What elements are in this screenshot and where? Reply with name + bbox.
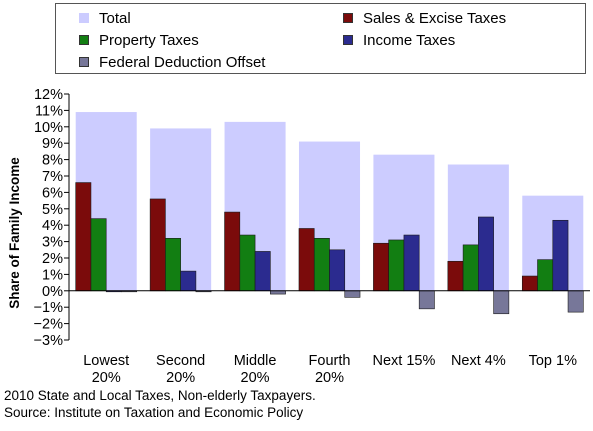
- x-tick-label-fourth-20: Fourth 20%: [309, 353, 351, 386]
- axes-layer: [64, 93, 590, 341]
- bar-sales-excise-taxes-fourth-20: [298, 228, 315, 292]
- y-tick-label-8: 8%: [42, 153, 63, 169]
- legend-swatch-federal-offset: [79, 57, 89, 67]
- x-tick-label-next-4: Next 4%: [451, 353, 506, 369]
- y-tick-label--2: −2%: [34, 317, 64, 333]
- bar-income-taxes-next-4: [478, 216, 494, 292]
- legend-item-income: Income Taxes: [343, 31, 455, 49]
- y-axis-label: Share of Family Income: [7, 157, 22, 309]
- y-tick-label-2: 2%: [42, 251, 63, 267]
- bar-income-taxes-middle-20: [254, 251, 271, 292]
- bar-property-taxes-top-1: [537, 259, 554, 292]
- bar-sales-excise-taxes-top-1: [521, 275, 538, 292]
- footnote-line-2: Source: Institute on Taxation and Econom…: [4, 405, 304, 420]
- bar-federal-deduction-offset-top-1: [567, 290, 584, 313]
- legend-item-sales-excise: Sales & Excise Taxes: [343, 9, 506, 27]
- bar-income-taxes-top-1: [552, 219, 569, 292]
- footnote-line-1: 2010 State and Local Taxes, Non-elderly …: [4, 388, 316, 403]
- bar-sales-excise-taxes-next-4: [447, 260, 464, 292]
- y-tick-label-11: 11%: [35, 103, 63, 119]
- bar-sales-excise-taxes-second-20: [149, 198, 166, 292]
- legend-swatch-property: [79, 35, 89, 45]
- bar-federal-deduction-offset-next-15: [418, 290, 435, 310]
- bar-sales-excise-taxes-middle-20: [224, 211, 241, 292]
- legend-label-federal-offset: Federal Deduction Offset: [99, 53, 266, 71]
- y-tick-label--3: −3%: [34, 333, 64, 349]
- bar-federal-deduction-offset-next-4: [493, 290, 510, 315]
- y-tick-label-6: 6%: [42, 185, 63, 201]
- legend-item-total: Total: [79, 9, 131, 27]
- y-tick-label-12: 12%: [34, 87, 63, 103]
- y-tick-label-0: 0%: [42, 284, 63, 300]
- legend-item-property: Property Taxes: [79, 31, 199, 49]
- labels-layer: Lowest 20% Second 20% Middle 20% Fourth 20% Next…: [34, 87, 578, 386]
- legend-swatch-sales-excise: [343, 13, 353, 23]
- bar-property-taxes-middle-20: [239, 234, 256, 292]
- legend-swatch-income: [343, 35, 353, 45]
- bar-federal-deduction-offset-fourth-20: [344, 290, 361, 298]
- y-tick-label-1: 1%: [42, 267, 63, 283]
- x-tick-label-middle-20: Middle 20%: [234, 353, 277, 386]
- y-tick-label-4: 4%: [42, 218, 63, 234]
- bar-income-taxes-second-20: [180, 270, 197, 292]
- y-tick-label-10: 10%: [34, 120, 63, 136]
- y-tick-label-5: 5%: [42, 202, 63, 218]
- x-tick-label-next-15: Next 15%: [372, 353, 435, 369]
- legend-label-property: Property Taxes: [99, 31, 199, 49]
- x-tick-label-lowest-20: Lowest 20%: [83, 353, 129, 386]
- bar-property-taxes-next-4: [462, 244, 479, 292]
- y-tick-label-3: 3%: [42, 235, 63, 251]
- bar-property-taxes-next-15: [388, 239, 405, 292]
- legend-item-federal-offset: Federal Deduction Offset: [79, 53, 265, 71]
- bar-property-taxes-fourth-20: [313, 238, 330, 292]
- bar-sales-excise-taxes-lowest-20: [75, 182, 92, 292]
- y-tick-label-7: 7%: [42, 169, 63, 185]
- bars-layer: [75, 112, 584, 315]
- legend-label-sales-excise: Sales & Excise Taxes: [363, 9, 507, 27]
- x-tick-label-second-20: Second 20%: [156, 353, 205, 386]
- bar-sales-excise-taxes-next-15: [373, 242, 389, 292]
- y-tick-label--1: −1%: [34, 300, 64, 316]
- legend: Total Sales & Excise Taxes Property Taxe…: [55, 3, 586, 74]
- legend-swatch-total: [79, 13, 89, 23]
- y-tick-label-9: 9%: [42, 136, 63, 152]
- bar-property-taxes-lowest-20: [90, 218, 107, 292]
- bar-property-taxes-second-20: [165, 238, 181, 292]
- x-tick-label-top-1: Top 1%: [529, 353, 577, 369]
- legend-label-total: Total: [99, 9, 131, 27]
- legend-label-income: Income Taxes: [363, 31, 456, 49]
- bar-income-taxes-next-15: [403, 234, 420, 292]
- bar-income-taxes-fourth-20: [329, 249, 346, 292]
